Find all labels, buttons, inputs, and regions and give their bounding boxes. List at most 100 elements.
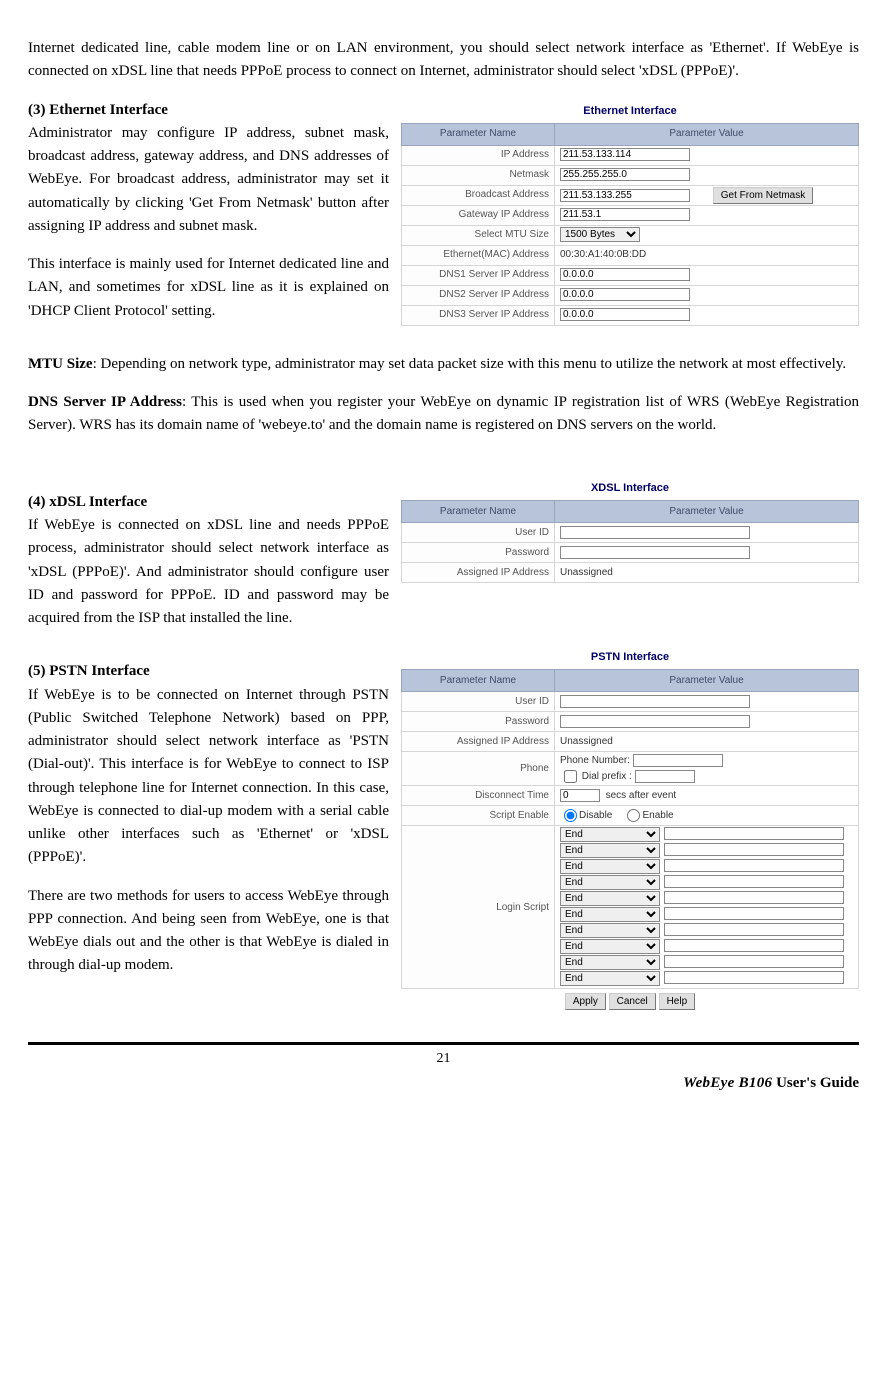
- login-script-input[interactable]: [664, 939, 844, 952]
- login-script-row: End: [560, 971, 853, 986]
- eth-dns2-label: DNS2 Server IP Address: [402, 285, 555, 305]
- xdsl-uid-input[interactable]: [560, 526, 750, 539]
- eth-col-name: Parameter Name: [402, 123, 555, 145]
- script-enable-radio[interactable]: [627, 809, 640, 822]
- pstn-pwd-label: Password: [402, 712, 555, 732]
- eth-mtu-select[interactable]: 1500 Bytes: [560, 227, 640, 242]
- pstn-login-label: Login Script: [402, 826, 555, 989]
- xdsl-aip-value: Unassigned: [555, 562, 859, 582]
- login-script-input[interactable]: [664, 907, 844, 920]
- apply-button[interactable]: Apply: [565, 993, 606, 1010]
- login-script-input[interactable]: [664, 875, 844, 888]
- login-script-select[interactable]: End: [560, 875, 660, 890]
- disconnect-time-suffix: secs after event: [606, 790, 677, 801]
- login-script-input[interactable]: [664, 843, 844, 856]
- xdsl-fig-title: XDSL Interface: [401, 478, 859, 500]
- login-script-row: End: [560, 923, 853, 938]
- login-script-select[interactable]: End: [560, 939, 660, 954]
- pstn-script-en-label: Script Enable: [402, 806, 555, 826]
- footer-brand-rest: User's Guide: [772, 1075, 859, 1091]
- disconnect-time-input[interactable]: [560, 789, 600, 802]
- login-script-select[interactable]: End: [560, 923, 660, 938]
- dial-prefix-label: Dial prefix :: [582, 771, 632, 782]
- section3-head: (3) Ethernet Interface: [28, 102, 168, 118]
- section5-head: (5) PSTN Interface: [28, 663, 150, 679]
- section3-p1: Administrator may configure IP address, …: [28, 125, 389, 234]
- phone-number-input[interactable]: [633, 754, 723, 767]
- login-script-row: End: [560, 843, 853, 858]
- dial-prefix-input[interactable]: [635, 770, 695, 783]
- eth-bc-label: Broadcast Address: [402, 185, 555, 205]
- pstn-pwd-input[interactable]: [560, 715, 750, 728]
- xdsl-col-name: Parameter Name: [402, 500, 555, 522]
- eth-mtu-label: Select MTU Size: [402, 225, 555, 245]
- eth-ip-input[interactable]: [560, 148, 690, 161]
- login-script-row: End: [560, 827, 853, 842]
- mtu-paragraph: MTU Size: Depending on network type, adm…: [28, 353, 859, 376]
- get-from-netmask-button[interactable]: Get From Netmask: [713, 187, 813, 204]
- xdsl-pwd-label: Password: [402, 542, 555, 562]
- pstn-disc-label: Disconnect Time: [402, 786, 555, 806]
- eth-ip-label: IP Address: [402, 145, 555, 165]
- login-script-input[interactable]: [664, 891, 844, 904]
- xdsl-pwd-input[interactable]: [560, 546, 750, 559]
- eth-gw-label: Gateway IP Address: [402, 205, 555, 225]
- eth-mac-value: 00:30:A1:40:0B:DD: [555, 245, 859, 265]
- login-script-input[interactable]: [664, 971, 844, 984]
- pstn-uid-label: User ID: [402, 692, 555, 712]
- mtu-head: MTU Size: [28, 356, 93, 372]
- dns-paragraph: DNS Server IP Address: This is used when…: [28, 391, 859, 438]
- dns-head: DNS Server IP Address: [28, 394, 182, 410]
- section4-head: (4) xDSL Interface: [28, 494, 147, 510]
- eth-dns3-input[interactable]: [560, 308, 690, 321]
- section4-p1: If WebEye is connected on xDSL line and …: [28, 517, 389, 626]
- login-script-select[interactable]: End: [560, 827, 660, 842]
- login-script-row: End: [560, 939, 853, 954]
- eth-dns3-label: DNS3 Server IP Address: [402, 305, 555, 325]
- cancel-button[interactable]: Cancel: [609, 993, 656, 1010]
- login-script-select[interactable]: End: [560, 843, 660, 858]
- pstn-table: Parameter Name Parameter Value User ID P…: [401, 669, 859, 989]
- login-script-select[interactable]: End: [560, 955, 660, 970]
- pstn-fig-title: PSTN Interface: [401, 647, 859, 669]
- ethernet-fig-title: Ethernet Interface: [401, 101, 859, 123]
- section5-p1: If WebEye is to be connected on Internet…: [28, 687, 389, 866]
- script-disable-radio[interactable]: [564, 809, 577, 822]
- eth-mac-label: Ethernet(MAC) Address: [402, 245, 555, 265]
- help-button[interactable]: Help: [659, 993, 696, 1010]
- eth-nm-input[interactable]: [560, 168, 690, 181]
- xdsl-col-value: Parameter Value: [555, 500, 859, 522]
- footer-brand: WebEye B106 User's Guide: [28, 1072, 859, 1095]
- pstn-col-name: Parameter Name: [402, 670, 555, 692]
- login-script-select[interactable]: End: [560, 891, 660, 906]
- eth-col-value: Parameter Value: [555, 123, 859, 145]
- pstn-aip-label: Assigned IP Address: [402, 732, 555, 752]
- footer-rule: [28, 1042, 859, 1045]
- login-script-input[interactable]: [664, 827, 844, 840]
- eth-nm-label: Netmask: [402, 165, 555, 185]
- phone-number-label: Phone Number:: [560, 755, 630, 766]
- login-script-select[interactable]: End: [560, 907, 660, 922]
- pstn-col-value: Parameter Value: [555, 670, 859, 692]
- pstn-uid-input[interactable]: [560, 695, 750, 708]
- login-script-row: End: [560, 875, 853, 890]
- login-script-row: End: [560, 907, 853, 922]
- login-script-select[interactable]: End: [560, 859, 660, 874]
- login-script-select[interactable]: End: [560, 971, 660, 986]
- login-script-row: End: [560, 859, 853, 874]
- login-script-input[interactable]: [664, 955, 844, 968]
- eth-dns2-input[interactable]: [560, 288, 690, 301]
- login-script-input[interactable]: [664, 859, 844, 872]
- xdsl-interface-figure: XDSL Interface Parameter Name Parameter …: [401, 478, 859, 583]
- footer-brand-bold: WebEye B106: [683, 1075, 772, 1091]
- eth-dns1-input[interactable]: [560, 268, 690, 281]
- login-script-row: End: [560, 891, 853, 906]
- xdsl-uid-label: User ID: [402, 522, 555, 542]
- mtu-body: : Depending on network type, administrat…: [93, 356, 847, 372]
- login-script-input[interactable]: [664, 923, 844, 936]
- ethernet-interface-figure: Ethernet Interface Parameter Name Parame…: [401, 101, 859, 326]
- eth-gw-input[interactable]: [560, 208, 690, 221]
- dial-prefix-checkbox[interactable]: [564, 770, 577, 783]
- page-number: 21: [28, 1048, 859, 1070]
- eth-bc-input[interactable]: [560, 189, 690, 202]
